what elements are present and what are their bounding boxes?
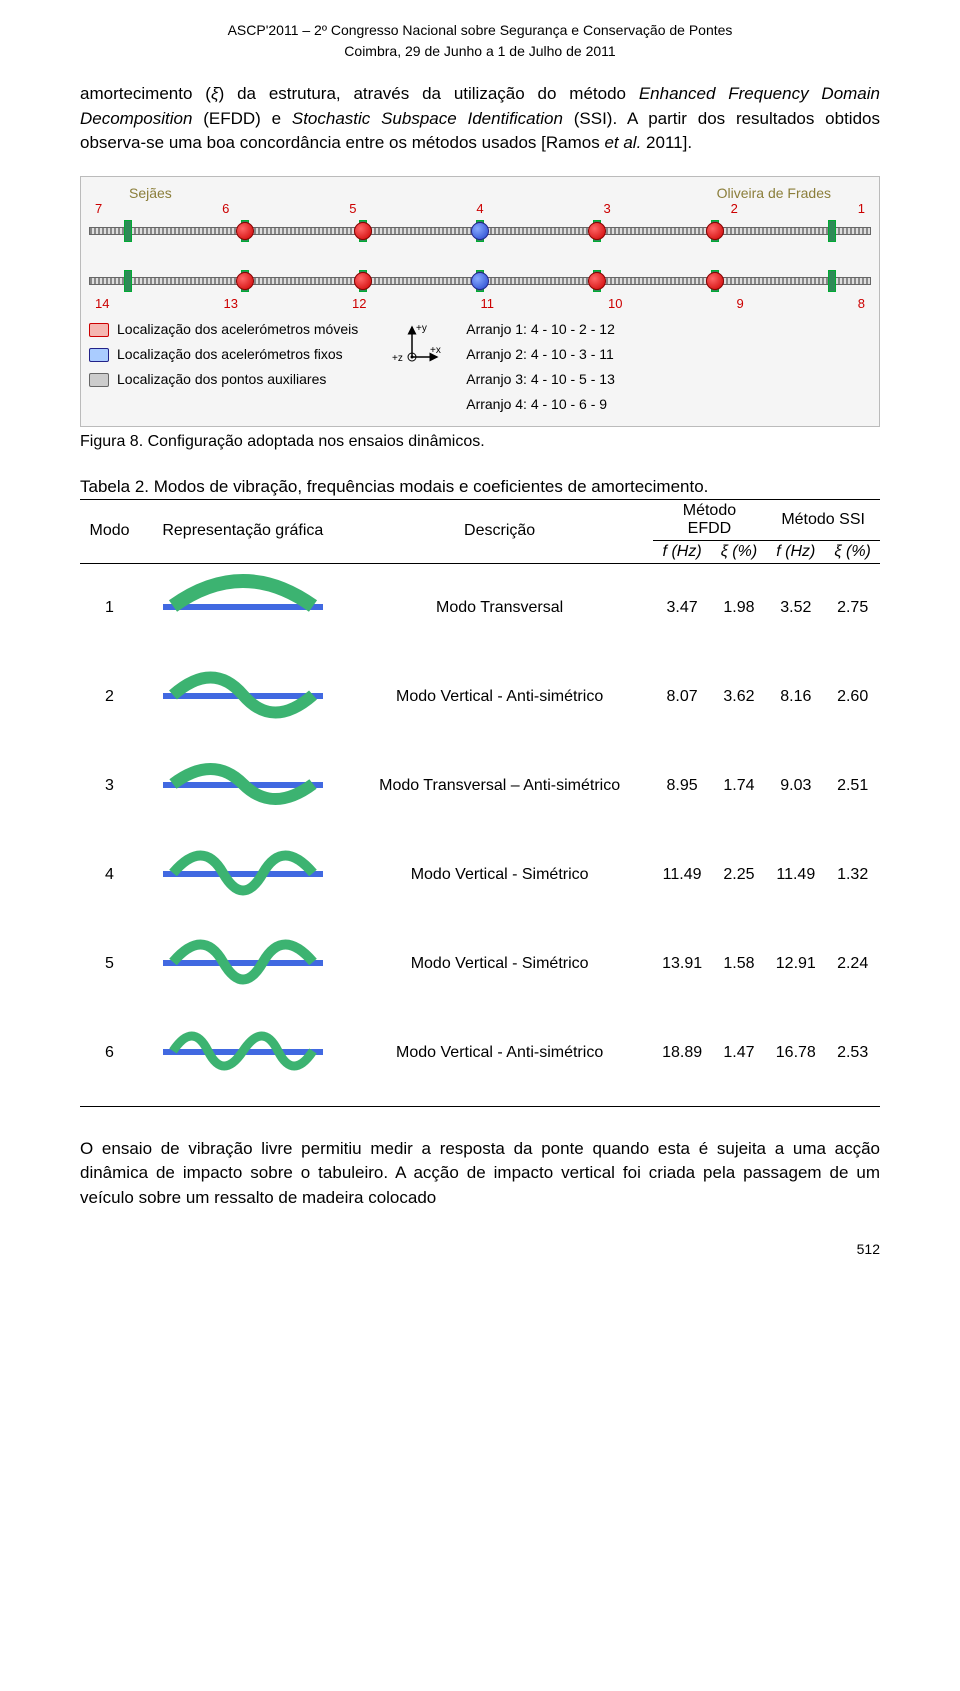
table-row: 5 Modo Vertical - Simétrico 13.91 1.58 1… — [80, 920, 880, 1009]
cell-descr: Modo Vertical - Anti-simétrico — [347, 1009, 653, 1107]
arranjo-4: Arranjo 4: 4 - 10 - 6 - 9 — [466, 392, 615, 417]
cell-ssi-x: 2.53 — [825, 1009, 880, 1107]
cell-shape — [139, 653, 347, 742]
header-line2: Coimbra, 29 de Junho a 1 de Julho de 201… — [80, 41, 880, 62]
bottom-deck — [89, 270, 871, 292]
cell-efdd-x: 2.25 — [712, 831, 767, 920]
table-row: 2 Modo Vertical - Anti-simétrico 8.07 3.… — [80, 653, 880, 742]
col-ssi-f: f (Hz) — [766, 540, 825, 563]
cell-ssi-f: 3.52 — [766, 563, 825, 653]
bottom-number-row: 141312111098 — [89, 296, 871, 311]
cell-modo: 6 — [80, 1009, 139, 1107]
svg-text:+y: +y — [416, 323, 427, 334]
legend-pontos: Localização dos pontos auxiliares — [117, 367, 326, 392]
cell-efdd-x: 3.62 — [712, 653, 767, 742]
col-repr: Representação gráfica — [139, 499, 347, 563]
cell-ssi-f: 9.03 — [766, 742, 825, 831]
cell-shape — [139, 831, 347, 920]
cell-ssi-f: 12.91 — [766, 920, 825, 1009]
page-header: ASCP'2011 – 2º Congresso Nacional sobre … — [80, 20, 880, 62]
cell-shape — [139, 920, 347, 1009]
cell-shape — [139, 563, 347, 653]
arranjo-1: Arranjo 1: 4 - 10 - 2 - 12 — [466, 317, 615, 342]
cell-efdd-x: 1.98 — [712, 563, 767, 653]
top-number-row: 7654321 — [89, 201, 871, 216]
cell-ssi-f: 8.16 — [766, 653, 825, 742]
col-efdd: MétodoEFDD — [653, 499, 767, 540]
cell-modo: 4 — [80, 831, 139, 920]
cell-modo: 1 — [80, 563, 139, 653]
cell-ssi-f: 16.78 — [766, 1009, 825, 1107]
cell-ssi-f: 11.49 — [766, 831, 825, 920]
table-row: 6 Modo Vertical - Anti-simétrico 18.89 1… — [80, 1009, 880, 1107]
cell-efdd-f: 11.49 — [653, 831, 712, 920]
col-efdd-x: ξ (%) — [712, 540, 767, 563]
cell-descr: Modo Transversal – Anti-simétrico — [347, 742, 653, 831]
svg-text:+x: +x — [430, 345, 441, 356]
cell-efdd-x: 1.47 — [712, 1009, 767, 1107]
intro-paragraph: amortecimento (ξ) da estrutura, através … — [80, 82, 880, 156]
cell-efdd-x: 1.74 — [712, 742, 767, 831]
cell-shape — [139, 1009, 347, 1107]
cell-descr: Modo Transversal — [347, 563, 653, 653]
cell-ssi-x: 1.32 — [825, 831, 880, 920]
cell-modo: 3 — [80, 742, 139, 831]
conclusion-paragraph: O ensaio de vibração livre permitiu medi… — [80, 1137, 880, 1211]
cell-modo: 5 — [80, 920, 139, 1009]
label-sejaes: Sejães — [129, 185, 172, 201]
cell-descr: Modo Vertical - Anti-simétrico — [347, 653, 653, 742]
table-row: 3 Modo Transversal – Anti-simétrico 8.95… — [80, 742, 880, 831]
table-2: Modo Representação gráfica Descrição Mét… — [80, 499, 880, 1107]
cell-efdd-f: 8.07 — [653, 653, 712, 742]
col-descr: Descrição — [347, 499, 653, 563]
col-ssi: Método SSI — [766, 499, 880, 540]
svg-text:+z: +z — [392, 353, 403, 364]
arranjo-3: Arranjo 3: 4 - 10 - 5 - 13 — [466, 367, 615, 392]
page-number: 512 — [80, 1241, 880, 1257]
cell-ssi-x: 2.60 — [825, 653, 880, 742]
col-ssi-x: ξ (%) — [825, 540, 880, 563]
figure-8-caption: Figura 8. Configuração adoptada nos ensa… — [80, 433, 880, 451]
cell-modo: 2 — [80, 653, 139, 742]
cell-efdd-f: 3.47 — [653, 563, 712, 653]
legend-fixos: Localização dos acelerómetros fixos — [117, 342, 343, 367]
table-row: 4 Modo Vertical - Simétrico 11.49 2.25 1… — [80, 831, 880, 920]
cell-efdd-f: 18.89 — [653, 1009, 712, 1107]
cell-descr: Modo Vertical - Simétrico — [347, 831, 653, 920]
cell-ssi-x: 2.51 — [825, 742, 880, 831]
col-efdd-f: f (Hz) — [653, 540, 712, 563]
legend-moveis: Localização dos acelerómetros móveis — [117, 317, 358, 342]
col-modo: Modo — [80, 499, 139, 563]
label-oliveira: Oliveira de Frades — [717, 185, 831, 201]
table-2-title: Tabela 2. Modos de vibração, frequências… — [80, 477, 880, 497]
cell-efdd-x: 1.58 — [712, 920, 767, 1009]
cell-ssi-x: 2.75 — [825, 563, 880, 653]
arranjo-2: Arranjo 2: 4 - 10 - 3 - 11 — [466, 342, 615, 367]
cell-descr: Modo Vertical - Simétrico — [347, 920, 653, 1009]
header-line1: ASCP'2011 – 2º Congresso Nacional sobre … — [80, 20, 880, 41]
cell-efdd-f: 8.95 — [653, 742, 712, 831]
figure-8: Sejães Oliveira de Frades 7654321 141312… — [80, 176, 880, 451]
cell-ssi-x: 2.24 — [825, 920, 880, 1009]
cell-efdd-f: 13.91 — [653, 920, 712, 1009]
cell-shape — [139, 742, 347, 831]
top-deck — [89, 220, 871, 242]
axis-icon: +y +x +z — [382, 317, 442, 377]
table-row: 1 Modo Transversal 3.47 1.98 3.52 2.75 — [80, 563, 880, 653]
